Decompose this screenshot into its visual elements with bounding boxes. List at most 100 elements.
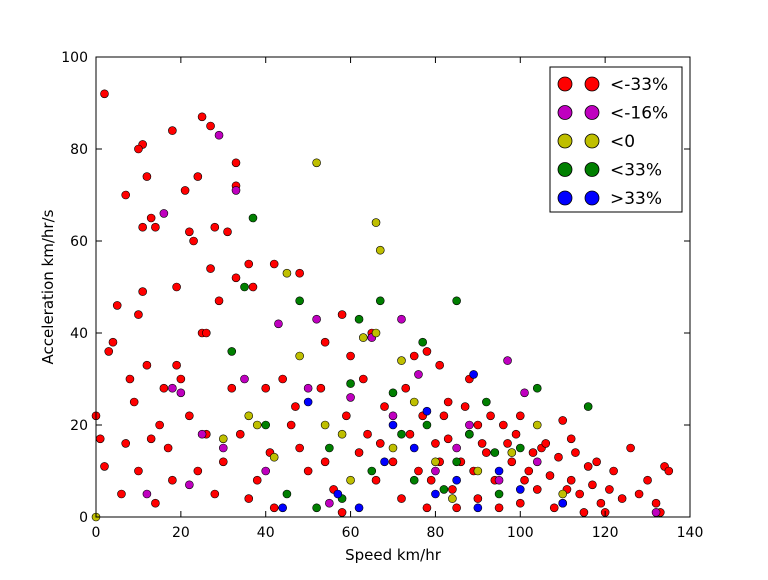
data-point-series-0: [511, 429, 521, 439]
data-point-series-3: [346, 379, 355, 388]
data-point-series-0: [626, 443, 635, 453]
data-point-series-0: [354, 448, 364, 457]
data-point-series-3: [482, 397, 491, 407]
legend-marker: [557, 105, 573, 120]
data-point-series-4: [473, 503, 483, 513]
data-point-series-0: [244, 259, 254, 269]
data-point-series-0: [168, 126, 177, 135]
data-point-series-0: [358, 374, 368, 384]
data-point-series-3: [240, 282, 249, 292]
data-point-series-0: [138, 287, 147, 296]
data-point-series-3: [532, 383, 542, 393]
data-point-series-0: [426, 475, 436, 485]
data-point-series-0: [524, 466, 534, 476]
data-point-series-3: [227, 347, 237, 356]
data-point-series-0: [295, 268, 304, 278]
data-point-series-0: [401, 383, 411, 393]
data-point-series-3: [261, 420, 271, 430]
data-point-series-2: [358, 333, 368, 342]
data-point-series-0: [206, 121, 215, 131]
data-point-series-0: [443, 434, 453, 444]
data-point-series-2: [371, 328, 381, 338]
data-point-series-1: [465, 420, 474, 430]
data-point-series-0: [431, 439, 440, 448]
data-point-series-0: [320, 457, 330, 467]
data-point-series-0: [176, 374, 186, 384]
data-point-series-0: [231, 273, 241, 283]
data-point-series-0: [494, 503, 504, 513]
data-point-series-4: [354, 503, 364, 513]
legend-marker: [584, 190, 600, 206]
data-point-series-1: [414, 370, 423, 379]
data-point-series-2: [282, 268, 292, 278]
data-point-series-3: [494, 489, 504, 499]
data-point-series-0: [435, 360, 444, 370]
data-point-series-0: [388, 457, 398, 467]
data-point-series-3: [248, 213, 258, 223]
y-tick-label: 20: [70, 418, 88, 434]
data-point-series-0: [142, 172, 152, 181]
y-tick-label: 40: [70, 326, 88, 342]
data-point-series-0: [507, 457, 517, 467]
data-point-series-4: [278, 503, 287, 513]
data-point-series-0: [520, 475, 529, 485]
data-point-series-0: [197, 112, 207, 122]
data-point-series-0: [125, 374, 135, 384]
data-point-series-0: [651, 498, 661, 508]
legend-marker: [557, 162, 573, 177]
data-point-series-0: [549, 503, 559, 513]
data-point-series-0: [291, 402, 300, 411]
data-point-series-1: [214, 130, 224, 140]
data-point-series-0: [163, 443, 173, 453]
data-point-series-0: [218, 457, 228, 467]
data-point-series-1: [185, 480, 194, 490]
data-point-series-0: [473, 494, 483, 503]
y-axis-label: Acceleration km/hr/s: [39, 209, 57, 364]
legend: <-33% <-16% <0 <33% >33%: [549, 66, 683, 213]
data-point-series-0: [545, 471, 555, 480]
data-point-series-0: [337, 310, 347, 319]
data-point-series-0: [448, 485, 457, 494]
data-point-series-0: [121, 439, 130, 448]
data-point-series-0: [499, 420, 508, 430]
data-point-series-0: [134, 144, 143, 154]
x-tick-label: 40: [257, 525, 275, 541]
x-tick-label: 120: [592, 525, 619, 541]
data-point-series-4: [515, 485, 525, 494]
data-point-series-0: [252, 475, 262, 485]
data-point-series-0: [117, 489, 126, 499]
data-point-series-0: [405, 429, 415, 439]
data-point-series-2: [388, 443, 398, 453]
data-point-series-0: [185, 227, 194, 237]
data-point-series-4: [452, 475, 461, 485]
data-point-series-0: [566, 434, 576, 444]
data-point-series-0: [588, 480, 597, 490]
data-point-series-0: [193, 466, 203, 476]
data-point-series-1: [218, 443, 228, 453]
data-point-series-2: [371, 218, 381, 227]
data-point-series-0: [155, 420, 164, 430]
data-point-series-4: [380, 457, 389, 467]
data-point-series-0: [541, 439, 551, 448]
legend-marker: [557, 133, 573, 149]
data-point-series-3: [325, 443, 334, 453]
data-point-series-0: [558, 416, 568, 425]
legend-marker: [557, 190, 573, 206]
data-point-series-2: [346, 475, 355, 485]
data-point-series-2: [252, 420, 262, 430]
legend-marker: [584, 76, 600, 92]
data-point-series-2: [507, 448, 517, 457]
data-point-series-1: [261, 466, 271, 476]
data-point-series-0: [206, 264, 215, 273]
data-point-series-3: [312, 503, 321, 513]
data-point-series-2: [431, 457, 440, 467]
data-point-series-0: [108, 337, 118, 347]
data-point-series-0: [202, 328, 211, 338]
legend-marker: [557, 76, 573, 92]
data-point-series-0: [146, 213, 156, 223]
data-point-series-2: [218, 434, 228, 444]
data-point-series-2: [295, 351, 304, 361]
data-point-series-0: [596, 498, 606, 508]
data-point-series-1: [176, 388, 186, 398]
